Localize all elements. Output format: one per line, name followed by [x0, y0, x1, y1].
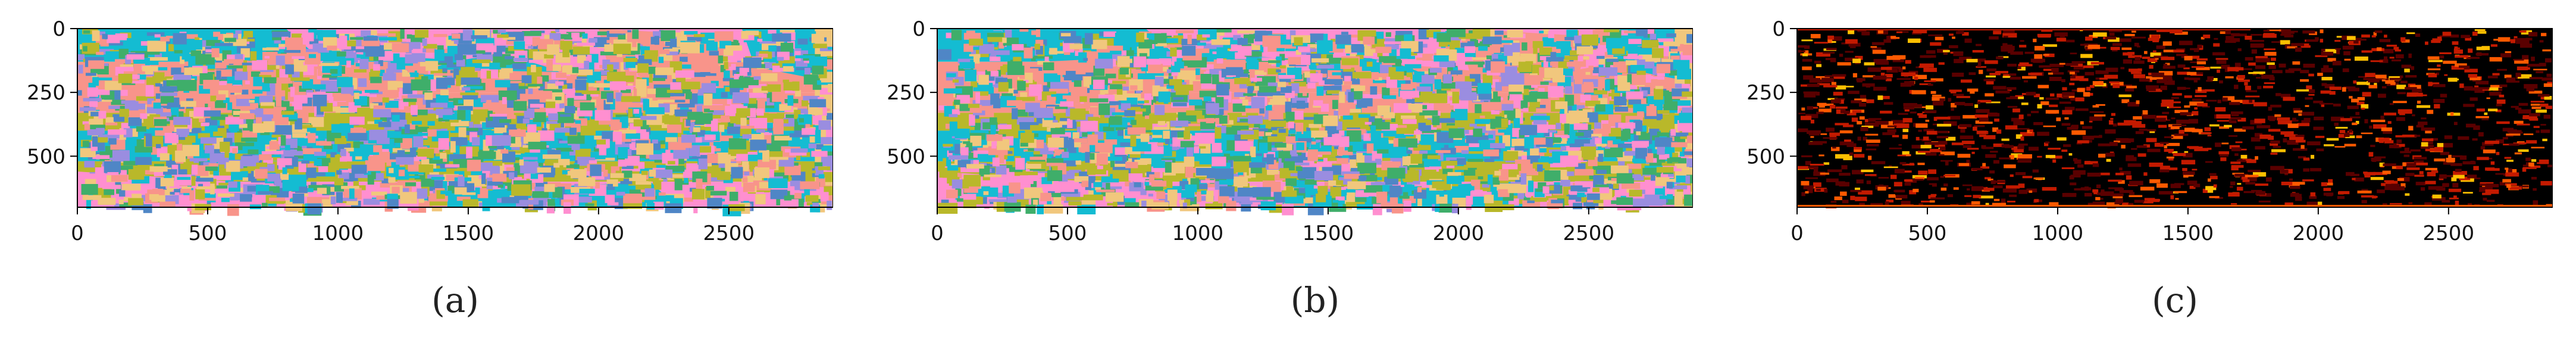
y-tick-label: 500 — [27, 145, 65, 169]
caption-a: (a) — [431, 280, 479, 320]
plot-a: 0 500 1000 1500 2000 2500 0 250 500 — [27, 17, 833, 245]
caption-b: (b) — [1290, 280, 1340, 320]
y-tick-label: 0 — [912, 17, 925, 41]
y-tick-label: 250 — [887, 81, 925, 105]
x-tick-label: 1000 — [2032, 222, 2084, 245]
y-tick-label: 500 — [1746, 145, 1785, 169]
plot-frame — [937, 28, 1693, 208]
image-content — [1797, 29, 2553, 208]
caption-c: (c) — [2152, 280, 2198, 320]
x-tick-label: 1500 — [2162, 222, 2214, 245]
x-tick-label: 2500 — [703, 222, 755, 245]
plot-frame — [1796, 28, 2553, 208]
x-tick-label: 0 — [1791, 222, 1804, 245]
panel-b: 0 500 1000 1500 2000 2500 0 250 500 (b) — [872, 0, 1693, 346]
y-tick-label: 0 — [1772, 17, 1785, 41]
plot-b: 0 500 1000 1500 2000 2500 0 250 500 — [887, 17, 1693, 245]
image-content — [77, 29, 833, 217]
x-tick-label: 1000 — [1172, 222, 1224, 245]
x-tick-label: 2500 — [1563, 222, 1615, 245]
x-tick-label: 2000 — [1433, 222, 1485, 245]
x-tick-label: 1500 — [443, 222, 494, 245]
plot-c: 0 500 1000 1500 2000 2500 0 250 500 — [1746, 17, 2553, 245]
panel-c: 0 500 1000 1500 2000 2500 0 250 500 (c) — [1732, 0, 2553, 346]
panel-a: 0 500 1000 1500 2000 2500 0 250 500 (a) — [12, 0, 833, 346]
x-tick-label: 0 — [931, 222, 944, 245]
y-tick-label: 500 — [887, 145, 925, 169]
x-tick-label: 500 — [1048, 222, 1087, 245]
image-content — [937, 29, 1693, 216]
x-tick-label: 1500 — [1303, 222, 1354, 245]
y-tick-label: 250 — [27, 81, 65, 105]
y-tick-label: 0 — [52, 17, 65, 41]
x-tick-label: 2500 — [2423, 222, 2475, 245]
x-tick-label: 2000 — [2293, 222, 2345, 245]
x-tick-label: 1000 — [312, 222, 364, 245]
plot-frame — [77, 28, 833, 208]
x-tick-label: 500 — [1908, 222, 1947, 245]
x-tick-label: 0 — [71, 222, 84, 245]
x-tick-label: 500 — [189, 222, 227, 245]
x-tick-label: 2000 — [573, 222, 625, 245]
y-tick-label: 250 — [1746, 81, 1785, 105]
